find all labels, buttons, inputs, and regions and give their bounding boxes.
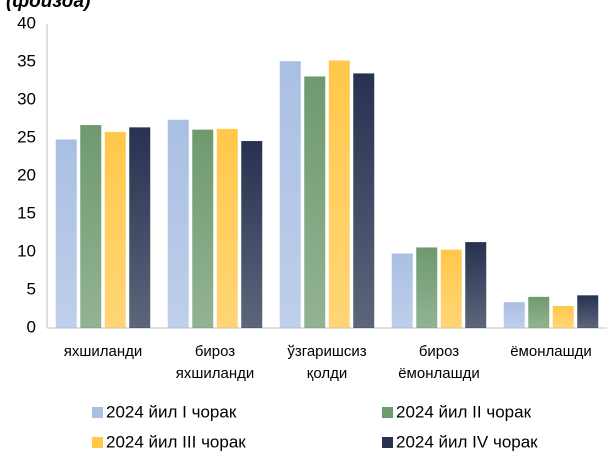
bar bbox=[216, 128, 238, 328]
y-tick-label: 30 bbox=[17, 89, 36, 108]
bar bbox=[503, 302, 525, 328]
y-tick-label: 15 bbox=[17, 203, 36, 222]
y-tick-label: 10 bbox=[17, 241, 36, 260]
legend-label: 2024 йил I чорак bbox=[106, 402, 237, 421]
x-tick-label: яхшиланди bbox=[64, 343, 143, 360]
chart-title: (фоизда) bbox=[6, 0, 90, 12]
legend-label: 2024 йил II чорак bbox=[396, 402, 532, 421]
bar bbox=[391, 253, 413, 328]
x-tick-label: ўзгаришсиз bbox=[287, 343, 366, 360]
legend-swatch bbox=[92, 437, 103, 448]
legend-label: 2024 йил IV чорак bbox=[396, 432, 538, 451]
bar bbox=[129, 127, 151, 328]
bar bbox=[192, 129, 214, 328]
bar bbox=[416, 247, 438, 328]
bar bbox=[80, 125, 102, 328]
legend-swatch bbox=[92, 407, 103, 418]
x-tick-label: яхшиланди bbox=[176, 365, 255, 382]
bar bbox=[353, 73, 375, 329]
x-tick-label: бироз bbox=[419, 343, 459, 360]
bar bbox=[552, 305, 574, 328]
legend-label: 2024 йил III чорак bbox=[106, 432, 246, 451]
bar bbox=[328, 60, 350, 328]
bar bbox=[440, 249, 462, 328]
y-tick-label: 35 bbox=[17, 51, 36, 70]
legend-swatch bbox=[382, 407, 393, 418]
bar bbox=[55, 139, 77, 328]
y-tick-label: 5 bbox=[27, 279, 36, 298]
x-tick-label: қолди bbox=[307, 365, 347, 382]
y-tick-label: 0 bbox=[27, 317, 36, 336]
bar bbox=[104, 131, 126, 328]
bar bbox=[528, 296, 550, 328]
bar bbox=[279, 61, 301, 329]
x-tick-label: ёмонлашди bbox=[510, 343, 592, 360]
y-tick-label: 20 bbox=[17, 165, 36, 184]
x-tick-label: ёмонлашди bbox=[398, 365, 480, 382]
bar bbox=[241, 141, 263, 328]
bar bbox=[167, 119, 189, 328]
bar bbox=[577, 295, 599, 328]
bar bbox=[304, 76, 326, 328]
y-tick-label: 40 bbox=[17, 13, 36, 32]
legend-swatch bbox=[382, 437, 393, 448]
y-tick-label: 25 bbox=[17, 127, 36, 146]
x-tick-label: бироз bbox=[195, 343, 235, 360]
bar bbox=[465, 242, 487, 328]
